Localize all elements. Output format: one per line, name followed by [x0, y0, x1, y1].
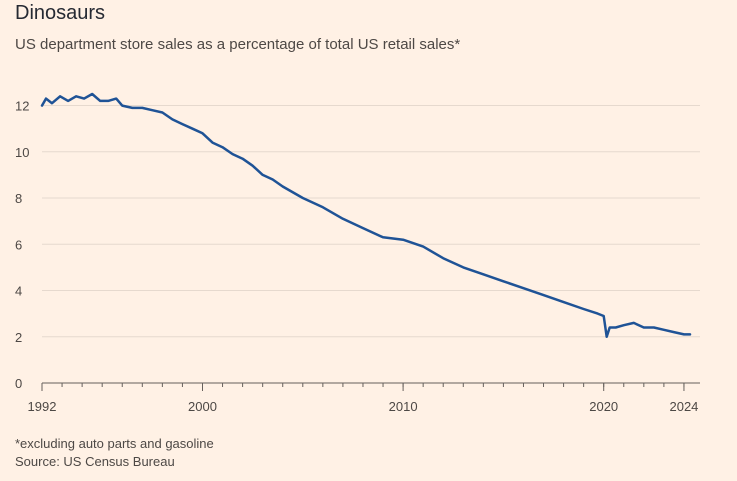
source-note: Source: US Census Bureau [15, 454, 175, 469]
y-tick-label: 4 [15, 284, 22, 299]
x-tick-label: 2000 [188, 399, 217, 414]
y-tick-label: 6 [15, 237, 22, 252]
x-tick-label: 1992 [28, 399, 57, 414]
series-line [40, 92, 692, 339]
series-layer [40, 92, 692, 339]
y-tick-label: 2 [15, 330, 22, 345]
x-tick-label: 2024 [669, 399, 698, 414]
y-tick-label: 12 [15, 99, 29, 114]
y-tick-label: 0 [15, 376, 22, 391]
chart-subtitle: US department store sales as a percentag… [15, 36, 461, 53]
x-tick-label: 2020 [589, 399, 618, 414]
chart-title: Dinosaurs [15, 2, 106, 24]
gridlines [42, 105, 700, 338]
footnote: *excluding auto parts and gasoline [15, 436, 214, 451]
y-tick-label: 10 [15, 145, 29, 160]
x-tick-label: 2010 [389, 399, 418, 414]
y-axis: 0 2 4 6 8 10 12 [15, 99, 29, 391]
y-tick-label: 8 [15, 191, 22, 206]
x-axis: 1992 2000 2010 2020 2024 [28, 382, 700, 414]
